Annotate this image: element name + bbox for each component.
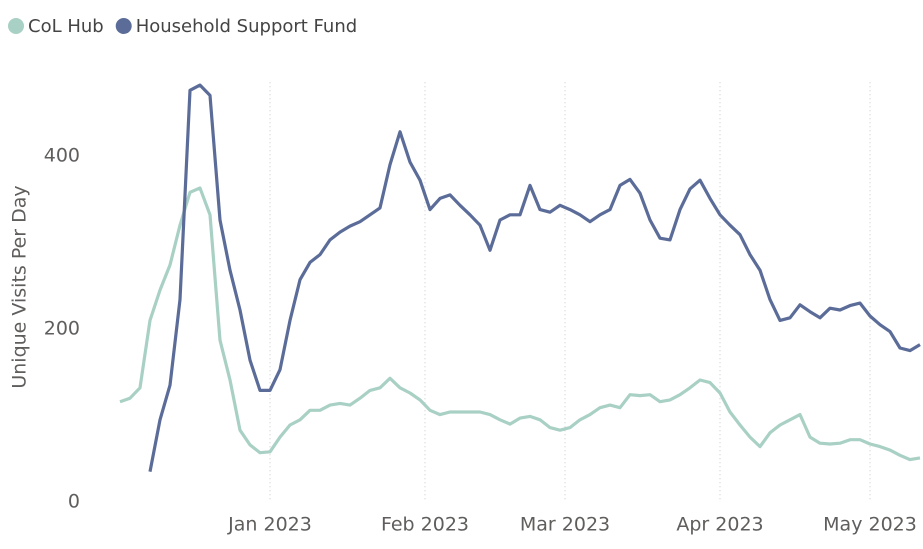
series-line [119, 186, 921, 462]
x-tick-label: Feb 2023 [381, 514, 469, 536]
legend-marker [115, 18, 132, 34]
y-axis-label: Unique Visits Per Day [9, 185, 31, 388]
y-tick-label: 200 [44, 318, 80, 340]
y-tick-label: 0 [68, 491, 80, 513]
legend-label: CoL Hub [28, 16, 104, 37]
series-line [148, 83, 921, 473]
y-tick-label: 400 [44, 145, 80, 167]
x-tick-label: Jan 2023 [227, 514, 312, 536]
legend-marker [8, 18, 24, 34]
x-tick-label: Apr 2023 [676, 514, 763, 536]
x-tick-label: Mar 2023 [520, 514, 610, 536]
x-tick-label: May 2023 [823, 514, 917, 536]
legend-label: Household Support Fund [136, 16, 357, 37]
